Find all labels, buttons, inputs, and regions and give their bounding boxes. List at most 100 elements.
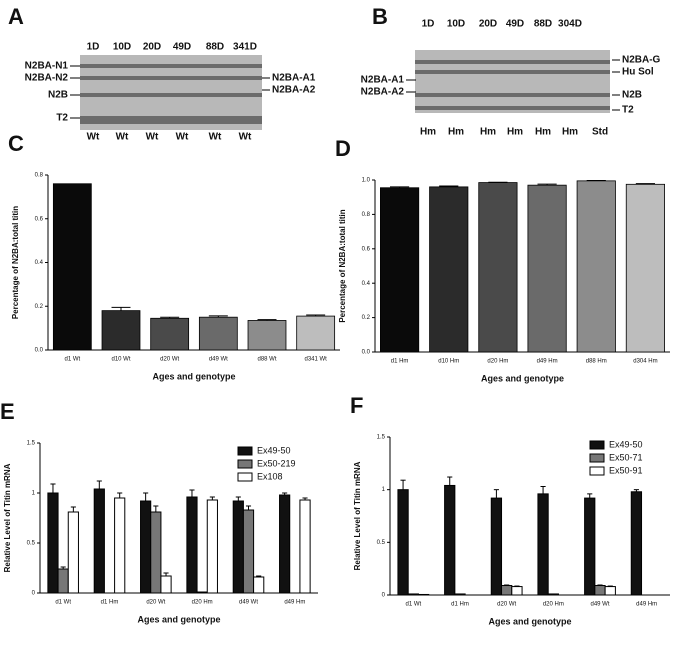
lane-label: 10D [113, 42, 131, 53]
x-tick-label: d20 Wt [497, 602, 516, 608]
x-tick-label: d341 Wt [304, 357, 327, 363]
x-tick-label: d49 Wt [590, 602, 609, 608]
legend-label: Ex49-50 [257, 445, 291, 455]
bar [206, 499, 218, 594]
y-tick-label: 1 [382, 487, 386, 493]
x-tick-label: d20 Hm [192, 600, 213, 606]
genotype-label: Hm [448, 127, 464, 138]
legend-label: Ex50-71 [609, 452, 643, 462]
bar [101, 310, 141, 351]
lane-label: 304D [558, 19, 582, 30]
bar [576, 180, 616, 353]
genotype-label: Wt [116, 132, 129, 143]
genotype-label: Wt [87, 132, 100, 143]
y-axis-label: Percentage of N2BA:total titin [338, 209, 347, 322]
band-label: N2B [48, 90, 68, 101]
y-tick-label: 0.4 [35, 260, 44, 266]
bar [429, 186, 469, 353]
gel-band [415, 106, 610, 110]
lane-label: 1D [87, 42, 100, 53]
bar [501, 585, 513, 596]
bar [594, 585, 606, 596]
band-label: N2BA-N2 [25, 73, 69, 84]
bar [52, 183, 92, 351]
band-label: N2BA-G [622, 55, 661, 66]
bar [150, 317, 190, 351]
panel-letter: F [350, 393, 363, 418]
x-axis-label: Ages and genotype [488, 616, 571, 626]
bar [150, 511, 162, 594]
band-label: N2BA-A1 [361, 75, 405, 86]
bar [242, 509, 255, 594]
y-tick-label: 1.5 [27, 441, 36, 447]
bar [57, 568, 69, 594]
legend-label: Ex49-50 [609, 439, 643, 449]
panel-letter: C [8, 131, 24, 156]
lane-label: 88D [534, 19, 552, 30]
gel-band [415, 70, 610, 74]
bar [625, 183, 665, 353]
x-tick-label: d1 Wt [405, 602, 421, 608]
bar [186, 496, 198, 594]
gel-band [80, 76, 262, 80]
genotype-label: Hm [480, 127, 496, 138]
x-tick-label: d20 Wt [160, 357, 179, 363]
x-tick-label: d20 Hm [487, 359, 508, 365]
y-tick-label: 1.0 [362, 178, 371, 184]
gel-band [415, 93, 610, 97]
x-tick-label: d88 Wt [257, 357, 276, 363]
panel-letter: A [8, 4, 24, 29]
y-tick-label: 0.0 [35, 348, 44, 354]
genotype-label: Wt [176, 132, 189, 143]
x-tick-label: d1 Wt [64, 357, 80, 363]
lane-label: 341D [233, 42, 257, 53]
bar [417, 593, 430, 596]
y-tick-label: 0.2 [362, 315, 371, 321]
x-axis-label: Ages and genotype [137, 614, 220, 624]
y-tick-label: 0.0 [362, 350, 371, 356]
bar [454, 593, 466, 596]
x-tick-label: d49 Hm [636, 602, 657, 608]
y-tick-label: 0 [32, 591, 36, 597]
legend-label: Ex50-219 [257, 458, 296, 468]
y-axis-label: Relative Level of Titin mRNA [353, 461, 362, 570]
bar [630, 491, 643, 596]
bar [253, 576, 265, 594]
bar [490, 497, 503, 596]
band-label: N2BA-N1 [25, 61, 69, 72]
y-tick-label: 0.8 [35, 173, 44, 179]
genotype-label: Wt [239, 132, 252, 143]
legend-label: Ex50-91 [609, 465, 643, 475]
y-axis-label: Relative Level of Titin mRNA [3, 463, 12, 572]
y-tick-label: 1.5 [377, 435, 386, 441]
x-tick-label: d10 Wt [111, 357, 130, 363]
lane-label: 49D [506, 19, 524, 30]
band-label: N2BA-A2 [272, 85, 316, 96]
gel-band [80, 116, 262, 120]
bar [247, 320, 287, 351]
genotype-label: Hm [507, 127, 523, 138]
x-tick-label: d49 Hm [537, 359, 558, 365]
band-label: T2 [56, 113, 68, 124]
genotype-label: Wt [146, 132, 159, 143]
legend-swatch [589, 453, 605, 463]
x-axis-label: Ages and genotype [152, 371, 235, 381]
gel-band [80, 64, 262, 68]
y-tick-label: 0.2 [35, 304, 44, 310]
y-tick-label: 0.5 [27, 541, 36, 547]
bar [93, 488, 105, 594]
legend-swatch [237, 446, 253, 456]
y-tick-label: 0.6 [362, 246, 371, 252]
bar [537, 493, 549, 596]
legend-swatch [589, 466, 605, 476]
lane-label: 88D [206, 42, 224, 53]
panel-letter: E [0, 399, 15, 424]
x-tick-label: d88 Hm [586, 359, 607, 365]
bar [196, 591, 208, 594]
genotype-label: Hm [562, 127, 578, 138]
y-tick-label: 0.4 [362, 281, 371, 287]
legend-swatch [237, 472, 253, 482]
lane-label: 20D [479, 19, 497, 30]
bar [604, 586, 616, 596]
